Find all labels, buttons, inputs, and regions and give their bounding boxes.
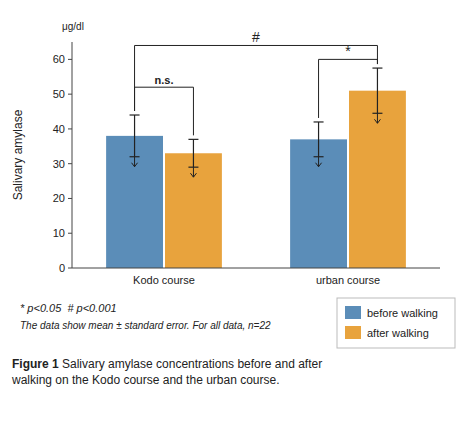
legend-swatch: [345, 326, 361, 339]
y-tick-label: 50: [53, 88, 65, 100]
error-stem: [134, 115, 135, 157]
error-arrow-stem: [193, 167, 194, 177]
y-axis: [72, 42, 73, 268]
significance-label: #: [252, 29, 260, 45]
significance-label: n.s.: [155, 74, 174, 86]
error-stem: [318, 122, 319, 157]
legend-label: after walking: [367, 327, 429, 339]
error-arrow-stem: [318, 157, 319, 167]
y-tick: [68, 198, 72, 199]
error-bar: [130, 115, 140, 167]
caption-label: Figure 1: [12, 357, 59, 371]
y-tick-label: 30: [53, 158, 65, 170]
error-arrow-head: [190, 173, 196, 177]
legend-label: before walking: [367, 307, 438, 319]
x-tick-label: urban course: [316, 274, 380, 286]
significance-bracket: [319, 59, 378, 118]
error-bar: [314, 122, 324, 167]
y-tick-label: 60: [53, 53, 65, 65]
y-tick-label: 0: [59, 262, 65, 274]
error-bars: [130, 68, 383, 177]
note: * p<0.05 # p<0.001: [20, 302, 117, 314]
y-tick-label: 10: [53, 227, 65, 239]
caption-text: Salivary amylase concentrations before a…: [59, 357, 322, 371]
significance-bracket: [135, 45, 378, 111]
error-cap: [372, 67, 382, 68]
error-arrow-stem: [134, 157, 135, 167]
error-bar: [372, 68, 382, 123]
y-tick: [68, 268, 72, 269]
error-stem: [377, 68, 378, 113]
error-arrow-stem: [377, 113, 378, 123]
error-arrow-head: [316, 163, 322, 167]
legend-frame: [337, 298, 455, 348]
error-arrow-head: [374, 119, 380, 123]
error-cap: [188, 139, 198, 140]
caption: Figure 1 Salivary amylase concentrations…: [11, 357, 322, 387]
error-stem: [193, 139, 194, 167]
unit-label: μg/dl: [62, 21, 84, 32]
x-axis: [72, 268, 440, 269]
error-cap: [314, 121, 324, 122]
significance-bracket: [135, 87, 194, 135]
bar: [165, 153, 222, 268]
x-tick-label: Kodo course: [133, 274, 195, 286]
error-cap: [130, 114, 140, 115]
y-tick: [68, 128, 72, 129]
bars: [106, 91, 406, 268]
y-tick: [68, 163, 72, 164]
bar: [349, 91, 406, 268]
y-label: Salivary amylase: [11, 109, 25, 200]
y-tick: [68, 233, 72, 234]
error-bar: [188, 139, 198, 177]
error-arrow-head: [132, 163, 138, 167]
chart: 0 10 20 30 40 50 60 Kodo course urban course Sali…: [0, 0, 467, 448]
y-tick-label: 40: [53, 123, 65, 135]
legend-swatch: [345, 306, 361, 319]
y-tick: [68, 59, 72, 60]
bar: [290, 139, 347, 268]
caption-text: walking on the Kodo course and the urban…: [11, 373, 280, 387]
note: The data show mean ± standard error. For…: [20, 320, 271, 331]
y-tick-label: 20: [53, 192, 65, 204]
y-tick: [68, 94, 72, 95]
legend: before walking after walking: [337, 298, 455, 348]
